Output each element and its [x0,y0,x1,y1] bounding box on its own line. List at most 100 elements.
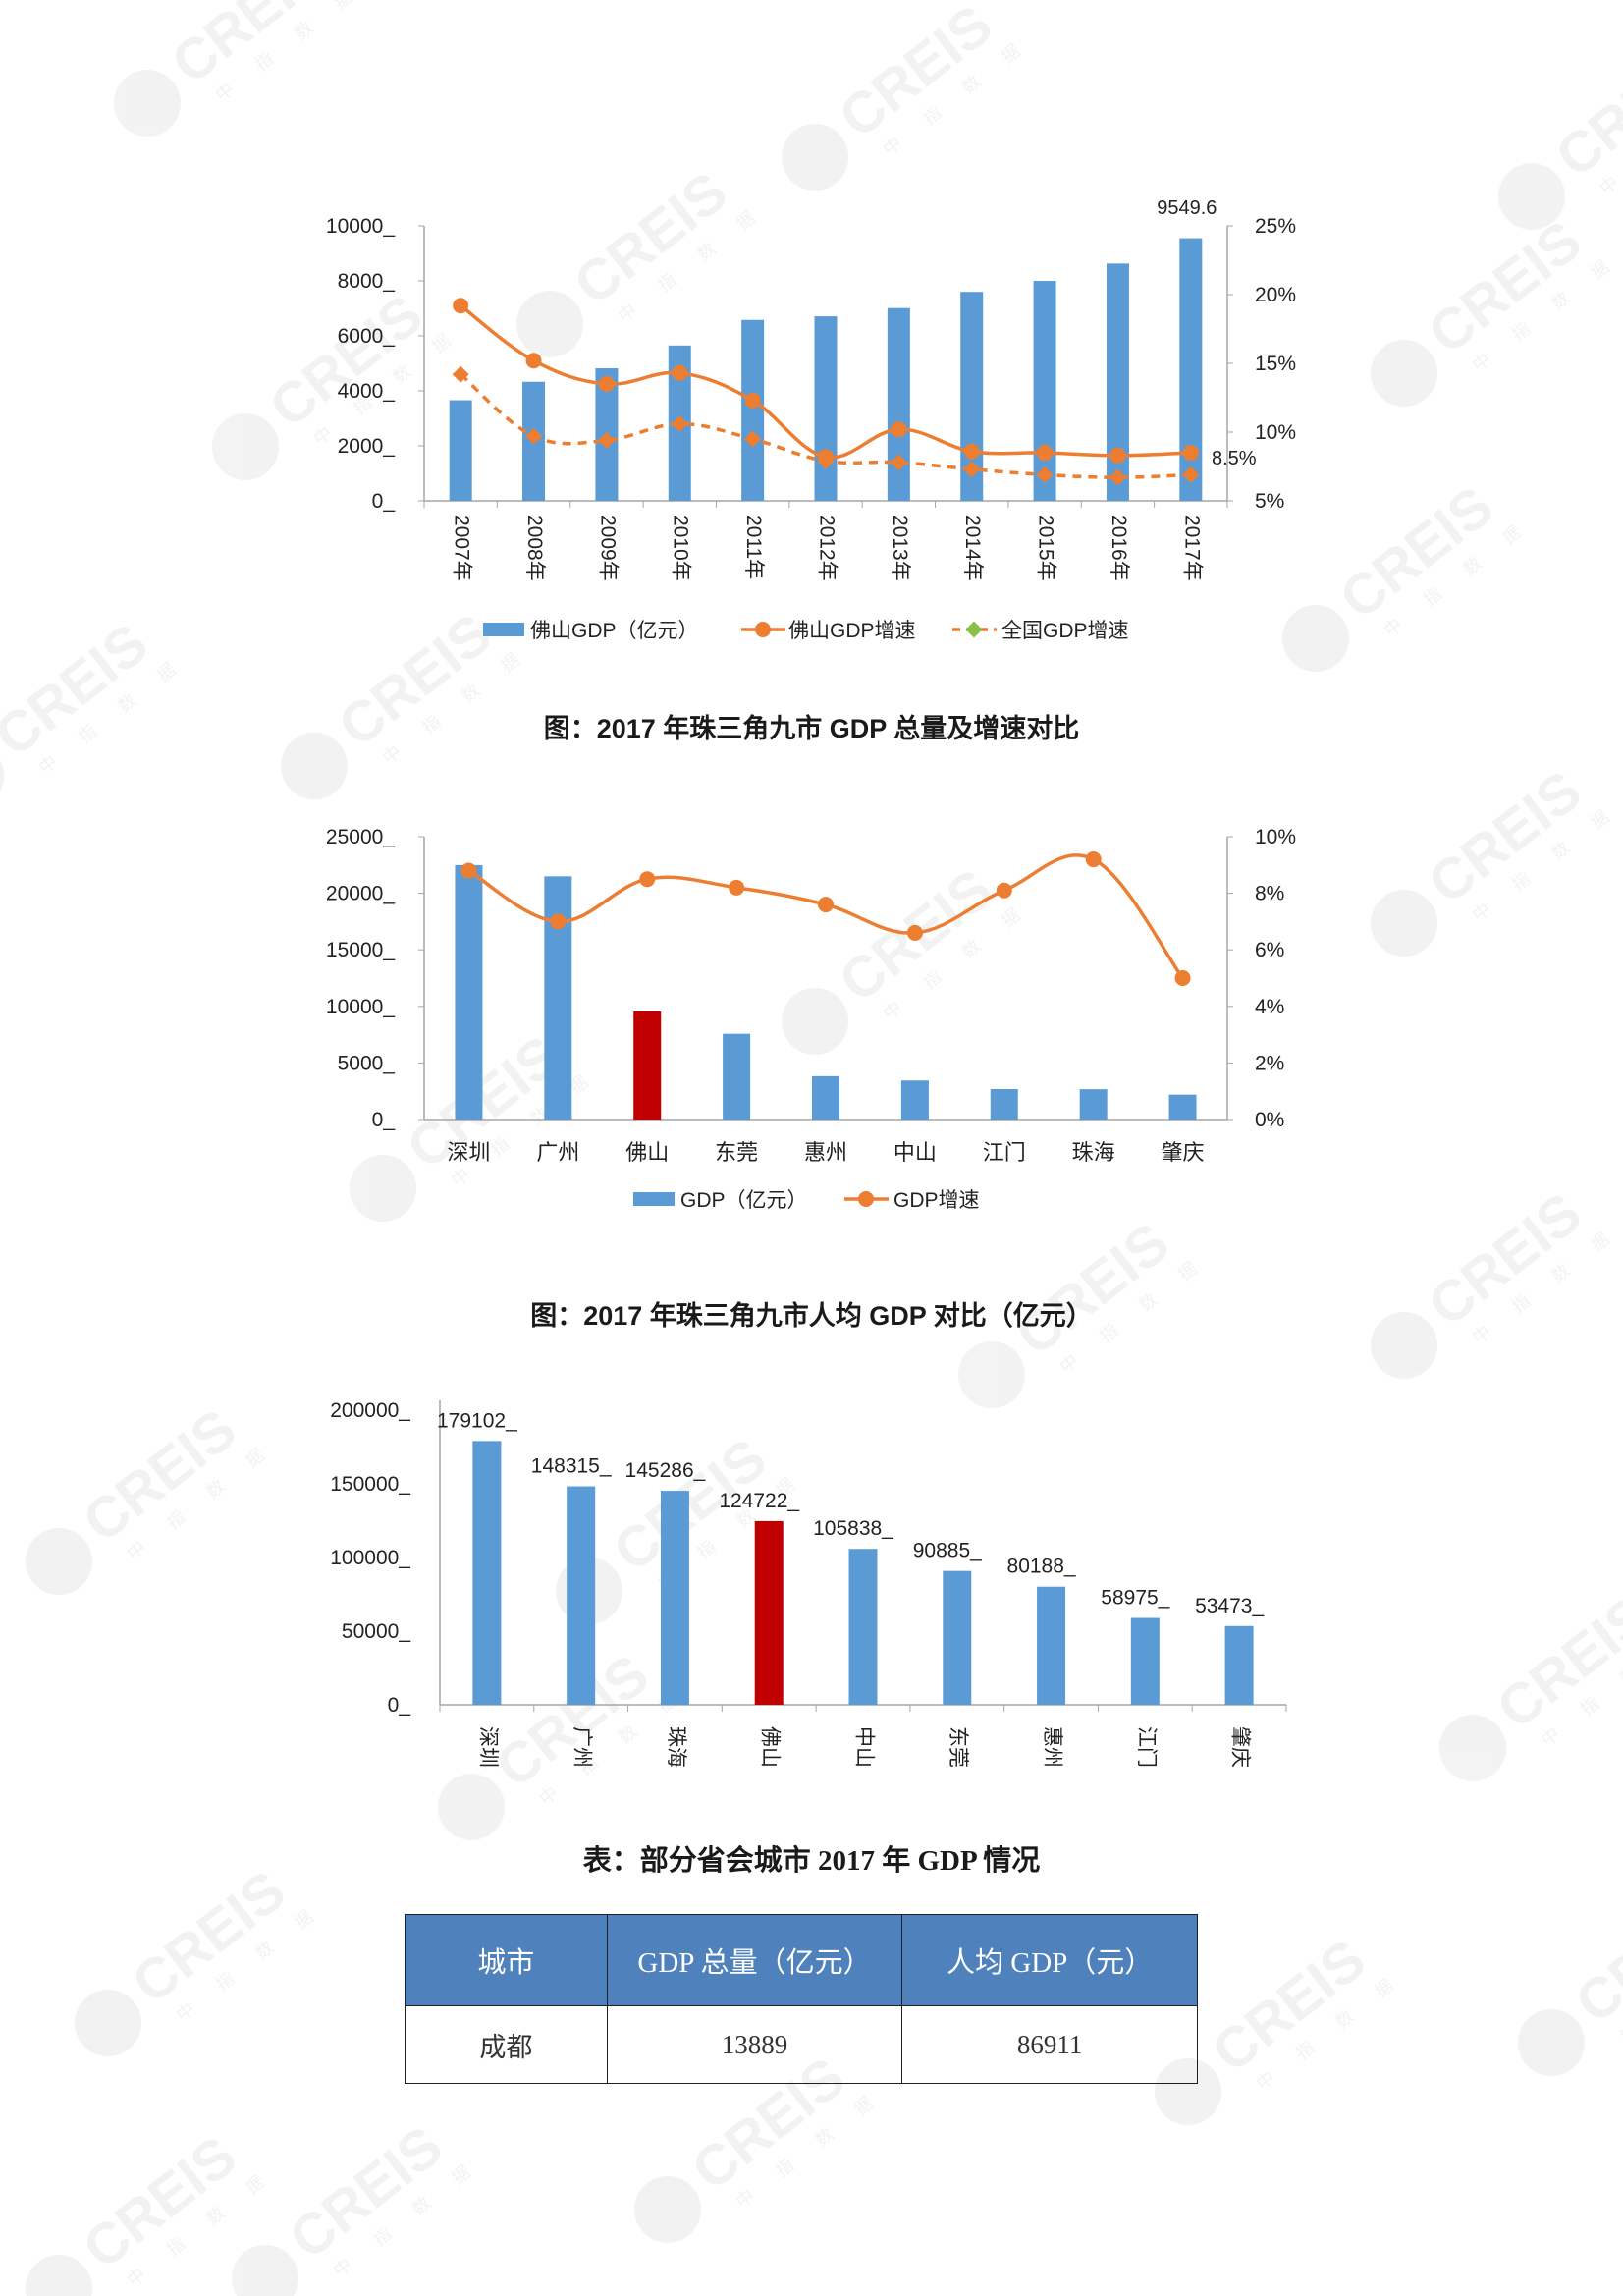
y-tick-label-left: 8000_ [338,270,396,293]
y-tick-label-right: 0% [1255,1109,1284,1131]
creis-watermark-subtext: 中 指 数 据 [732,2085,888,2213]
table-header-city: 城市 [405,1914,608,2006]
bar-foshan-gdp [1179,238,1203,501]
marker-gdp-growth [460,862,477,879]
creis-watermark-subtext: 中 指 数 据 [173,1898,328,2026]
marker-foshan-gdp-growth [963,443,980,460]
creis-watermark-text: CREIS [1004,1211,1181,1368]
creis-logo-icon [1518,2009,1585,2076]
bar-city-gdp [1079,1089,1108,1120]
data-label: 80188_ [1007,1556,1076,1578]
legend-label: 全国GDP增速 [1001,620,1129,642]
x-tick-label: 惠州 [1041,1726,1063,1768]
bar-city-gdp [723,1033,751,1120]
y-tick-label-right: 25% [1255,215,1296,238]
marker-foshan-gdp-growth [598,376,615,392]
table-cell-gdp-per-capita: 86911 [901,2005,1198,2084]
table-cell-gdp-total: 13889 [606,2005,903,2084]
y-tick-label-left: 15000_ [326,939,395,961]
marker-foshan-gdp-growth [1037,445,1054,461]
data-label: 53473_ [1195,1595,1264,1617]
y-tick-label: 100000_ [330,1547,410,1569]
y-tick-label-right: 10% [1255,421,1296,444]
y-tick-label-left: 2000_ [338,435,396,458]
bar-per-capita-gdp [848,1549,878,1705]
bar-city-gdp [544,876,572,1120]
y-tick-label-right: 20% [1255,284,1296,306]
marker-gdp-growth [996,882,1012,899]
table-header-gdp-per-capita: 人均 GDP（元） [901,1914,1198,2006]
x-tick-label: 中山 [852,1726,875,1768]
legend-swatch-bar [483,623,524,636]
x-tick-label: 2016年 [1108,515,1130,581]
y-tick-label-left: 0_ [372,1109,396,1131]
marker-gdp-growth [550,913,567,930]
x-tick-label: 珠海 [1072,1140,1115,1165]
data-label: 179102_ [437,1409,517,1432]
marker-foshan-gdp-growth [672,364,688,381]
bar-city-gdp [812,1075,839,1120]
y-tick-label-left: 4000_ [338,380,396,403]
x-tick-label: 深圳 [476,1726,499,1768]
data-label: 90885_ [913,1540,982,1562]
data-label: 105838_ [813,1517,893,1540]
data-label-2017-gdp: 9549.6 [1157,197,1217,219]
bar-foshan-gdp [1033,281,1056,501]
x-tick-label: 江门 [983,1140,1026,1165]
marker-foshan-gdp-growth [744,392,761,409]
x-tick-label: 佛山 [759,1726,782,1768]
y-tick-label-left: 10000_ [326,215,395,238]
creis-watermark-subtext: 中 指 数 据 [1616,1918,1623,2046]
y-tick-label-right: 5% [1255,490,1284,513]
y-tick-label-left: 0_ [372,490,396,513]
y-tick-label: 0_ [388,1694,411,1717]
x-tick-label: 东莞 [947,1726,969,1768]
y-tick-label-right: 4% [1255,996,1284,1018]
creis-watermark-subtext: 中 指 数 据 [124,2163,279,2291]
legend-label: GDP增速 [893,1189,980,1212]
bar-per-capita-gdp [1130,1617,1160,1705]
creis-watermark-subtext: 中 指 数 据 [880,32,1035,160]
marker-national-gdp-growth [671,415,688,433]
x-tick-label: 中山 [893,1140,937,1165]
table-cell-city: 成都 [405,2005,608,2084]
marker-gdp-growth [729,879,745,896]
bar-foshan-gdp [449,400,472,501]
y-tick-label-left: 5000_ [338,1052,396,1074]
marker-foshan-gdp-growth [891,421,907,438]
marker-gdp-growth [1174,970,1191,986]
bar-per-capita-gdp [943,1570,972,1705]
bar-city-gdp [633,1011,662,1120]
creis-watermark-text: CREIS [1201,1928,1378,2085]
marker-gdp-growth [818,897,834,913]
marker-national-gdp-growth [525,427,543,445]
legend-marker-circle [858,1191,874,1207]
creis-watermark-text: CREIS [278,2114,455,2271]
creis-watermark-subtext: 中 指 数 据 [1253,1967,1408,2095]
y-tick-label-right: 10% [1255,826,1296,848]
x-tick-label: 2015年 [1035,515,1057,581]
creis-logo-icon [232,2245,298,2296]
creis-watermark-text: CREIS [1564,1879,1623,2036]
marker-national-gdp-growth [963,461,981,478]
creis-watermark-text: CREIS [121,1859,298,2016]
bar-foshan-gdp [887,307,910,501]
creis-watermark-subtext: 中 指 数 据 [212,0,367,105]
legend-label: GDP（亿元） [680,1189,808,1212]
marker-foshan-gdp-growth [818,449,834,465]
legend-label: 佛山GDP（亿元） [530,620,699,642]
marker-national-gdp-growth [598,431,616,449]
x-tick-label: 2011年 [742,515,765,579]
creis-watermark-subtext: 中 指 数 据 [330,2154,485,2281]
creis-watermark-text: CREIS [1544,32,1623,190]
provincial-capital-gdp-table: 城市 GDP 总量（亿元） 人均 GDP（元） 成都 13889 86911 [405,1914,1198,2084]
bar-per-capita-gdp [567,1486,596,1705]
x-tick-label: 深圳 [447,1140,490,1165]
x-tick-label: 肇庆 [1162,1140,1205,1165]
bar-city-gdp [1168,1094,1197,1120]
creis-watermark-text: CREIS [72,2124,248,2281]
y-tick-label-left: 25000_ [326,826,395,848]
